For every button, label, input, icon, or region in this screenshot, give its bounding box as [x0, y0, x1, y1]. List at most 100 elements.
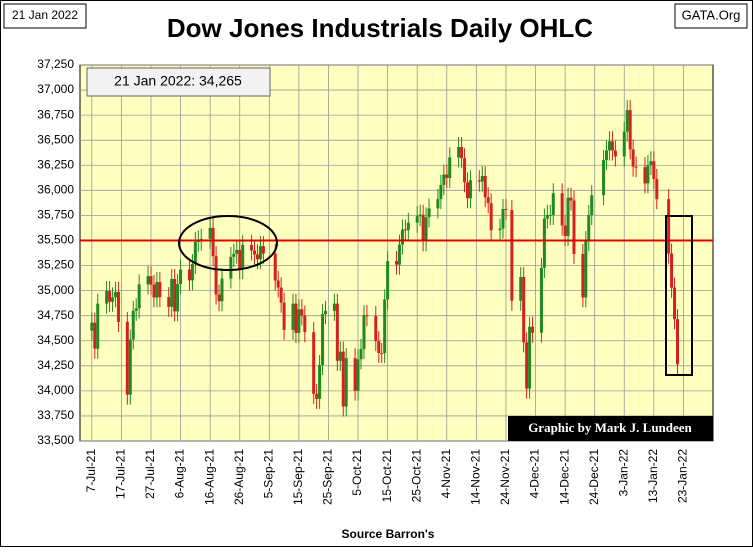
candle-body — [445, 174, 449, 178]
x-tick-label: 4-Nov-21 — [439, 449, 453, 499]
candle-body — [303, 315, 307, 333]
candle-body — [241, 244, 245, 270]
candle-body — [158, 282, 162, 298]
candle-body — [338, 351, 342, 361]
candle-body — [652, 161, 656, 179]
y-tick-label: 33,750 — [37, 408, 74, 422]
candle-body — [113, 291, 117, 298]
candle-body — [111, 297, 115, 302]
candle-body — [489, 203, 493, 231]
candle-body — [643, 167, 647, 184]
candle-body — [341, 351, 345, 407]
candle-body — [386, 261, 390, 300]
candle-body — [214, 256, 218, 295]
x-tick-label: 24-Nov-21 — [498, 449, 512, 505]
candle-body — [667, 199, 671, 254]
candle-body — [131, 310, 135, 340]
candle-body — [297, 309, 301, 333]
source-box — [674, 3, 748, 29]
candle-body — [229, 256, 233, 279]
candle-body — [631, 149, 635, 167]
candle-body — [548, 214, 552, 216]
candle-body — [563, 225, 567, 237]
x-tick-label: 15-Sep-21 — [291, 449, 305, 505]
candle-body — [587, 214, 591, 242]
y-tick-label: 35,500 — [37, 233, 74, 247]
candle-body — [190, 264, 194, 281]
y-tick-label: 35,000 — [37, 283, 74, 297]
candle-body — [96, 303, 100, 349]
candle-body — [217, 294, 221, 302]
candle-body — [176, 284, 180, 312]
candle-body — [427, 208, 431, 218]
candle-body — [312, 332, 316, 394]
candle-body — [551, 193, 555, 215]
candle-body — [463, 158, 467, 183]
x-tick-label: 7-Jul-21 — [84, 449, 98, 493]
y-tick-label: 36,750 — [37, 107, 74, 121]
x-tick-label: 14-Dec-21 — [557, 449, 571, 505]
candle-body — [468, 180, 472, 199]
candle-body — [486, 197, 490, 204]
candle-body — [581, 254, 585, 298]
candle-body — [622, 131, 626, 157]
candle-body — [374, 316, 378, 342]
candle-body — [335, 303, 339, 361]
x-tick-label: 27-Jul-21 — [143, 449, 157, 499]
y-tick-label: 36,250 — [37, 157, 74, 171]
candle-body — [332, 303, 336, 311]
candle-body — [528, 326, 532, 389]
candle-body — [167, 297, 171, 307]
candle-body — [406, 222, 410, 231]
candle-body — [457, 147, 461, 158]
x-tick-label: 6-Aug-21 — [173, 449, 187, 499]
candle-body — [324, 310, 328, 315]
candle-body — [415, 216, 419, 223]
candle-body — [90, 322, 94, 331]
candle-body — [300, 309, 304, 316]
candle-body — [232, 253, 236, 257]
candle-body — [359, 349, 363, 360]
highlight-ellipse — [178, 215, 278, 271]
candle-body — [179, 269, 183, 285]
candle-body — [362, 315, 366, 350]
candle-body — [321, 314, 325, 365]
candle-body — [670, 253, 674, 288]
candle-body — [646, 164, 650, 184]
candle-body — [628, 110, 632, 150]
candle-body — [418, 214, 422, 217]
candle-body — [125, 321, 129, 395]
candle-body — [250, 244, 254, 251]
candle-body — [318, 364, 322, 399]
x-tick-label: 26-Aug-21 — [232, 449, 246, 505]
candle-body — [572, 200, 576, 255]
candle-body — [442, 174, 446, 186]
annotation: 21 Jan 2022: 34,265 — [114, 73, 242, 89]
x-tick-label: 16-Aug-21 — [202, 449, 216, 505]
credit-box — [508, 416, 713, 441]
candle-body — [276, 280, 280, 288]
candle-body — [531, 326, 535, 333]
candle-body — [356, 359, 360, 391]
candle-body — [613, 150, 617, 157]
x-tick-label: 24-Dec-21 — [587, 449, 601, 505]
x-tick-label: 4-Dec-21 — [528, 449, 542, 499]
candle-body — [258, 246, 262, 260]
candle-body — [676, 319, 680, 365]
y-tick-label: 36,500 — [37, 132, 74, 146]
candle-body — [344, 358, 348, 407]
annotation-box — [86, 67, 271, 97]
candle-body — [105, 291, 109, 304]
candle-body — [279, 287, 283, 303]
candle-body — [155, 282, 159, 298]
y-tick-label: 36,000 — [37, 183, 74, 197]
candle-body — [477, 180, 481, 182]
candle-body — [525, 342, 529, 389]
x-tick-label: 5-Oct-21 — [350, 449, 364, 496]
candle-body — [187, 269, 191, 281]
x-axis-title: Source Barron's — [342, 527, 435, 541]
credit: Graphic by Mark J. Lundeen — [528, 420, 692, 435]
candle-body — [460, 147, 464, 159]
y-tick-label: 34,500 — [37, 333, 74, 347]
